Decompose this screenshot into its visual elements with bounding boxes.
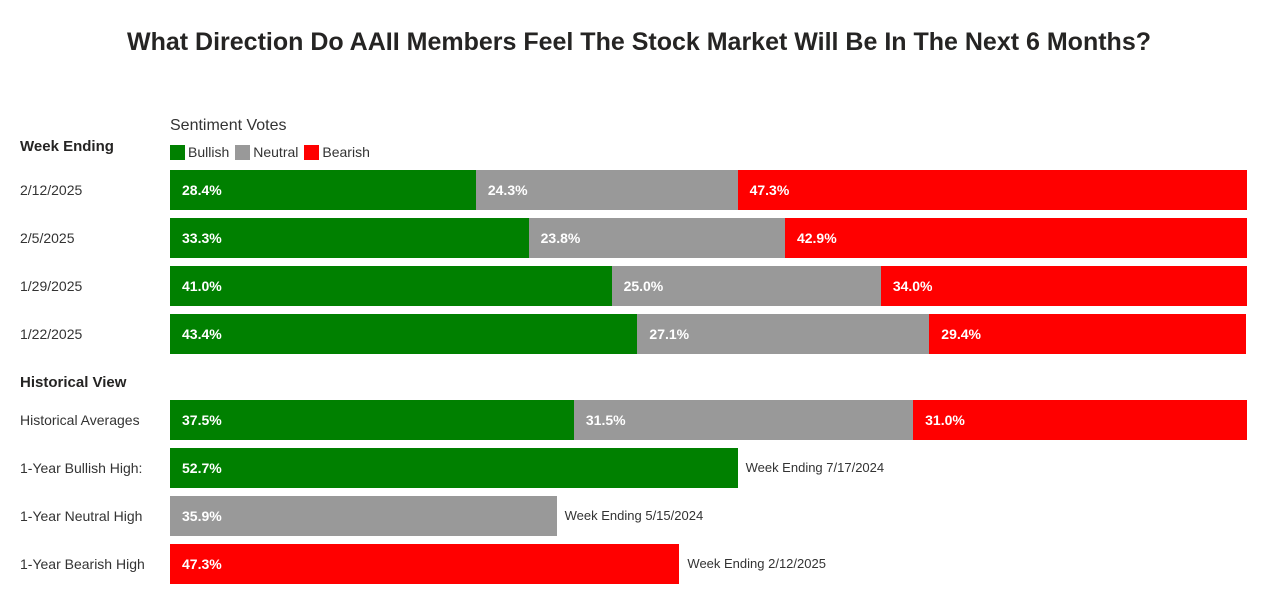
row-label: Historical Averages	[20, 412, 140, 428]
bar-segment-neutral: 23.8%	[528, 218, 785, 258]
bar-segment-bearish: 31.0%	[913, 400, 1247, 440]
legend-item-bearish: Bearish	[304, 144, 370, 160]
bar-segment-bearish: 47.3%	[737, 170, 1247, 210]
row-label: 1-Year Bearish High	[20, 556, 145, 572]
section-header-historical-view: Historical View	[20, 374, 127, 391]
bar-segment-neutral: 25.0%	[611, 266, 881, 306]
legend-label: Neutral	[253, 144, 299, 160]
bar-segment-bearish: 29.4%	[929, 314, 1246, 354]
bar-annotation: Week Ending 5/15/2024	[564, 508, 704, 523]
row-label: 1-Year Bullish High:	[20, 460, 143, 476]
bar-segment-neutral: 31.5%	[573, 400, 914, 440]
row-label: 2/5/2025	[20, 230, 75, 246]
bar-segment-bullish: 33.3%	[170, 218, 529, 258]
bar-segment-bullish: 41.0%	[170, 266, 612, 306]
bar-segment-bullish: 37.5%	[170, 400, 574, 440]
legend-title: Sentiment Votes	[170, 117, 287, 134]
legend-item-neutral: Neutral	[235, 144, 298, 160]
row-label: 1-Year Neutral High	[20, 508, 143, 524]
bar-segment-bearish: 47.3%	[170, 544, 680, 584]
legend-label: Bearish	[322, 144, 370, 160]
bar-segment-neutral: 27.1%	[637, 314, 930, 354]
legend-swatch	[304, 144, 320, 160]
bar-segment-neutral: 35.9%	[170, 496, 557, 536]
bar-segment-bullish: 52.7%	[170, 448, 738, 488]
row-label: 2/12/2025	[20, 182, 83, 198]
bar-annotation: Week Ending 7/17/2024	[745, 460, 885, 475]
bar-segment-bullish: 43.4%	[170, 314, 638, 354]
chart-title: What Direction Do AAII Members Feel The …	[127, 28, 1151, 56]
row-label: 1/29/2025	[20, 278, 83, 294]
legend-swatch	[170, 144, 185, 160]
legend-label: Bullish	[188, 144, 230, 160]
legend-swatch	[235, 144, 251, 160]
bar-annotation: Week Ending 2/12/2025	[687, 556, 826, 571]
bar-segment-neutral: 24.3%	[475, 170, 738, 210]
bar-segment-bullish: 28.4%	[170, 170, 476, 210]
bar-segment-bearish: 42.9%	[784, 218, 1247, 258]
bar-segment-bearish: 34.0%	[880, 266, 1247, 306]
legend-item-bullish: Bullish	[170, 144, 229, 160]
section-header-week-ending: Week Ending	[20, 138, 114, 155]
row-label: 1/22/2025	[20, 326, 83, 342]
legend: Bullish Neutral Bearish	[170, 144, 372, 160]
